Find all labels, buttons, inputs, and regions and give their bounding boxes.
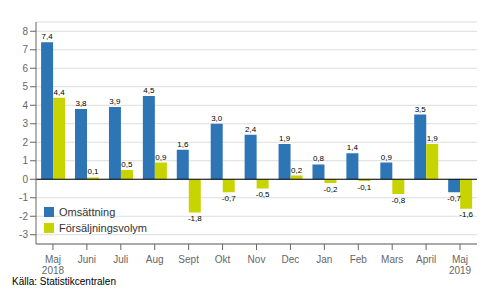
svg-text:0,9: 0,9	[381, 153, 393, 162]
svg-text:3,8: 3,8	[75, 99, 87, 108]
svg-text:-0,5: -0,5	[256, 190, 270, 199]
svg-text:0,1: 0,1	[87, 167, 99, 176]
svg-text:Nov: Nov	[248, 254, 266, 265]
html-text:Försäljningsvolym: Försäljningsvolym	[59, 222, 147, 234]
svg-text:1,6: 1,6	[177, 140, 189, 149]
svg-text:-0,8: -0,8	[391, 196, 405, 205]
svg-text:Dec: Dec	[282, 254, 300, 265]
svg-text:2: 2	[22, 137, 28, 148]
svg-text:6: 6	[22, 63, 28, 74]
svg-text:-0,1: -0,1	[357, 183, 371, 192]
svg-text:Feb: Feb	[350, 254, 368, 265]
svg-text:-0,2: -0,2	[324, 185, 338, 194]
svg-text:-0,7: -0,7	[222, 194, 236, 203]
svg-text:Juni: Juni	[78, 254, 96, 265]
svg-text:0,2: 0,2	[291, 166, 303, 175]
svg-text:Mars: Mars	[381, 254, 403, 265]
svg-text:2,4: 2,4	[245, 125, 257, 134]
svg-text:April: April	[416, 254, 436, 265]
svg-text:Okt: Okt	[215, 254, 231, 265]
svg-text:Aug: Aug	[146, 254, 164, 265]
svg-text:5: 5	[22, 81, 28, 92]
svg-text:-1,6: -1,6	[459, 210, 473, 219]
svg-text:Juli: Juli	[113, 254, 128, 265]
svg-text:0: 0	[22, 174, 28, 185]
svg-text:Maj2019: Maj2019	[449, 254, 472, 274]
svg-text:0,8: 0,8	[313, 154, 325, 163]
svg-text:1,9: 1,9	[427, 134, 439, 143]
svg-text:-1,8: -1,8	[188, 214, 202, 223]
svg-text:0,9: 0,9	[155, 153, 167, 162]
svg-text:4: 4	[22, 100, 28, 111]
svg-text:-3: -3	[19, 229, 28, 240]
svg-text:3,5: 3,5	[415, 105, 427, 114]
html-text:Källa: Statistikcentralen: Källa: Statistikcentralen	[12, 276, 116, 287]
svg-text:3,0: 3,0	[211, 114, 223, 123]
svg-text:1,4: 1,4	[347, 143, 359, 152]
svg-text:Jan: Jan	[316, 254, 332, 265]
svg-text:Sept: Sept	[178, 254, 199, 265]
svg-text:1,9: 1,9	[279, 134, 291, 143]
svg-text:-0,7: -0,7	[447, 194, 461, 203]
svg-text:0,5: 0,5	[121, 160, 133, 169]
svg-text:7,4: 7,4	[42, 32, 54, 41]
svg-text:8: 8	[22, 26, 28, 37]
svg-text:1: 1	[22, 155, 28, 166]
svg-text:4,4: 4,4	[54, 88, 66, 97]
html-text:Omsättning: Omsättning	[59, 206, 116, 218]
svg-text:7: 7	[22, 44, 28, 55]
svg-text:4,5: 4,5	[143, 86, 155, 95]
svg-text:Maj2018: Maj2018	[42, 254, 65, 274]
svg-text:3,9: 3,9	[109, 97, 121, 106]
svg-text:3: 3	[22, 118, 28, 129]
svg-text:-2: -2	[19, 211, 28, 222]
svg-text:-1: -1	[19, 192, 28, 203]
